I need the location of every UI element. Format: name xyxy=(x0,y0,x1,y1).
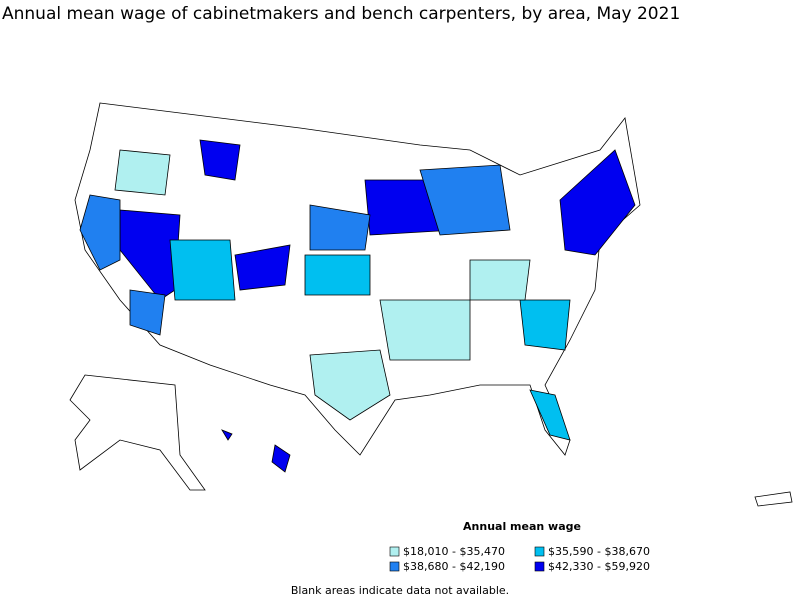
region xyxy=(304,254,371,296)
region xyxy=(199,139,241,181)
region xyxy=(309,349,391,421)
footnote: Blank areas indicate data not available. xyxy=(291,584,509,597)
region xyxy=(379,299,471,361)
region xyxy=(419,164,511,236)
hawaii xyxy=(221,429,233,441)
legend-swatch xyxy=(389,561,400,572)
legend-label: $18,010 - $35,470 xyxy=(403,545,505,558)
hawaii xyxy=(271,444,291,473)
region xyxy=(309,204,371,251)
region xyxy=(114,149,171,196)
legend-swatch xyxy=(534,546,545,557)
legend-label: $42,330 - $59,920 xyxy=(548,560,650,573)
region xyxy=(79,194,121,271)
map xyxy=(69,102,793,507)
puerto-rico xyxy=(754,491,793,507)
region xyxy=(529,389,571,441)
legend-swatch xyxy=(534,561,545,572)
region xyxy=(129,289,166,336)
legend-label: $38,680 - $42,190 xyxy=(403,560,505,573)
legend-swatch xyxy=(389,546,400,557)
map-title: Annual mean wage of cabinetmakers and be… xyxy=(2,4,680,24)
legend: $18,010 - $35,470 $35,590 - $38,670 $38,68… xyxy=(389,545,650,573)
region xyxy=(469,259,531,301)
region xyxy=(519,299,571,351)
region xyxy=(234,244,291,291)
region xyxy=(559,149,636,256)
region xyxy=(169,239,236,301)
alaska xyxy=(69,374,206,491)
legend-label: $35,590 - $38,670 xyxy=(548,545,650,558)
legend-title: Annual mean wage xyxy=(463,520,581,533)
